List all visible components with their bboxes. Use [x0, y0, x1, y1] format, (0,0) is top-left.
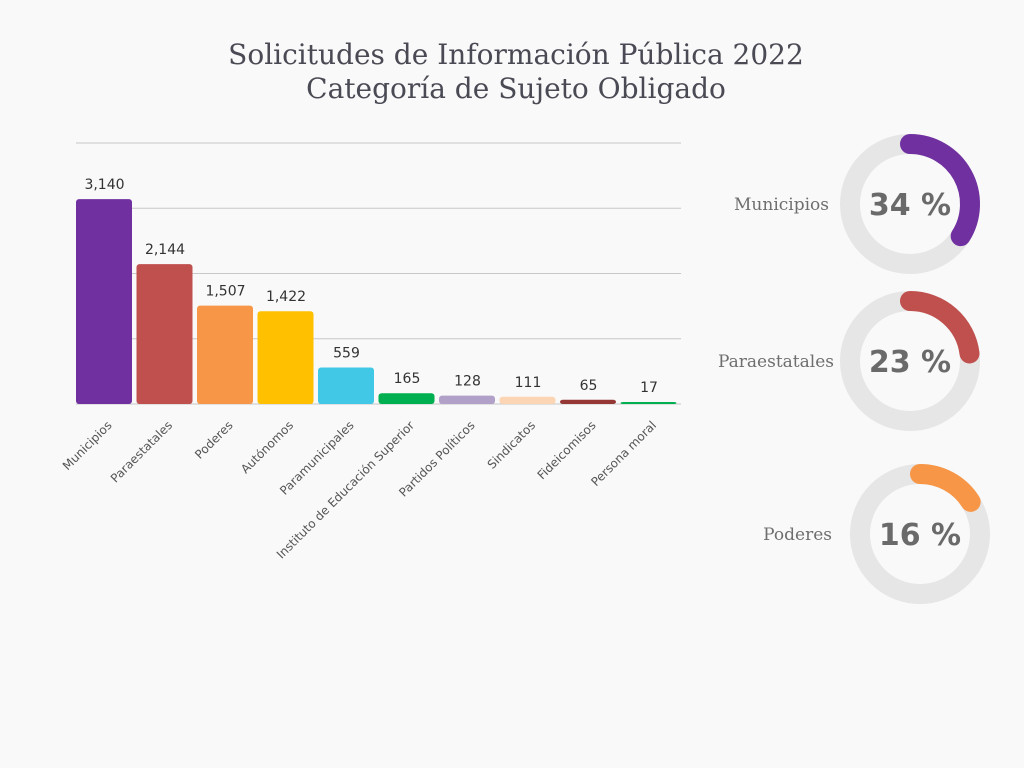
donut-arc: [900, 291, 980, 364]
donut-label: Poderes: [763, 525, 832, 545]
bar-4: [318, 367, 374, 404]
value-label: 65: [580, 378, 598, 394]
bar-1: [136, 264, 193, 404]
donut-percent: 34 %: [869, 188, 951, 223]
chart-subtitle: Categoría de Sujeto Obligado: [306, 72, 726, 105]
bars: [76, 199, 677, 404]
donut-2: 16 % Poderes: [763, 464, 990, 604]
value-label: 3,140: [84, 177, 124, 193]
bar-6: [439, 395, 495, 404]
donut-label: Municipios: [734, 195, 829, 215]
bar-9: [620, 402, 677, 404]
value-label: 165: [394, 371, 421, 387]
donut-1: 23 % Paraestatales: [718, 291, 980, 431]
value-label: 128: [454, 374, 481, 390]
bar-0: [76, 199, 132, 404]
value-label: 1,507: [205, 284, 245, 300]
donut-label: Paraestatales: [718, 352, 834, 372]
donut-0: 34 % Municipios: [734, 134, 980, 274]
value-label: 111: [515, 375, 542, 391]
bar-5: [378, 393, 435, 404]
donut-arc: [910, 464, 981, 512]
donut-arc: [900, 134, 980, 247]
donut-percent: 16 %: [879, 518, 961, 553]
bar-8: [560, 399, 616, 404]
value-label: 559: [333, 346, 360, 362]
donut-percent: 23 %: [869, 345, 951, 380]
bar-3: [257, 311, 314, 404]
value-label: 2,144: [145, 242, 185, 258]
bar-7: [499, 396, 556, 404]
value-label: 1,422: [266, 289, 306, 305]
bar-2: [197, 305, 253, 404]
value-label: 17: [640, 380, 658, 396]
value-labels: 3,140 2,144 1,507 1,422 559 165 128 111 65 17: [84, 177, 657, 396]
chart-title: Solicitudes de Información Pública 2022: [228, 38, 804, 71]
